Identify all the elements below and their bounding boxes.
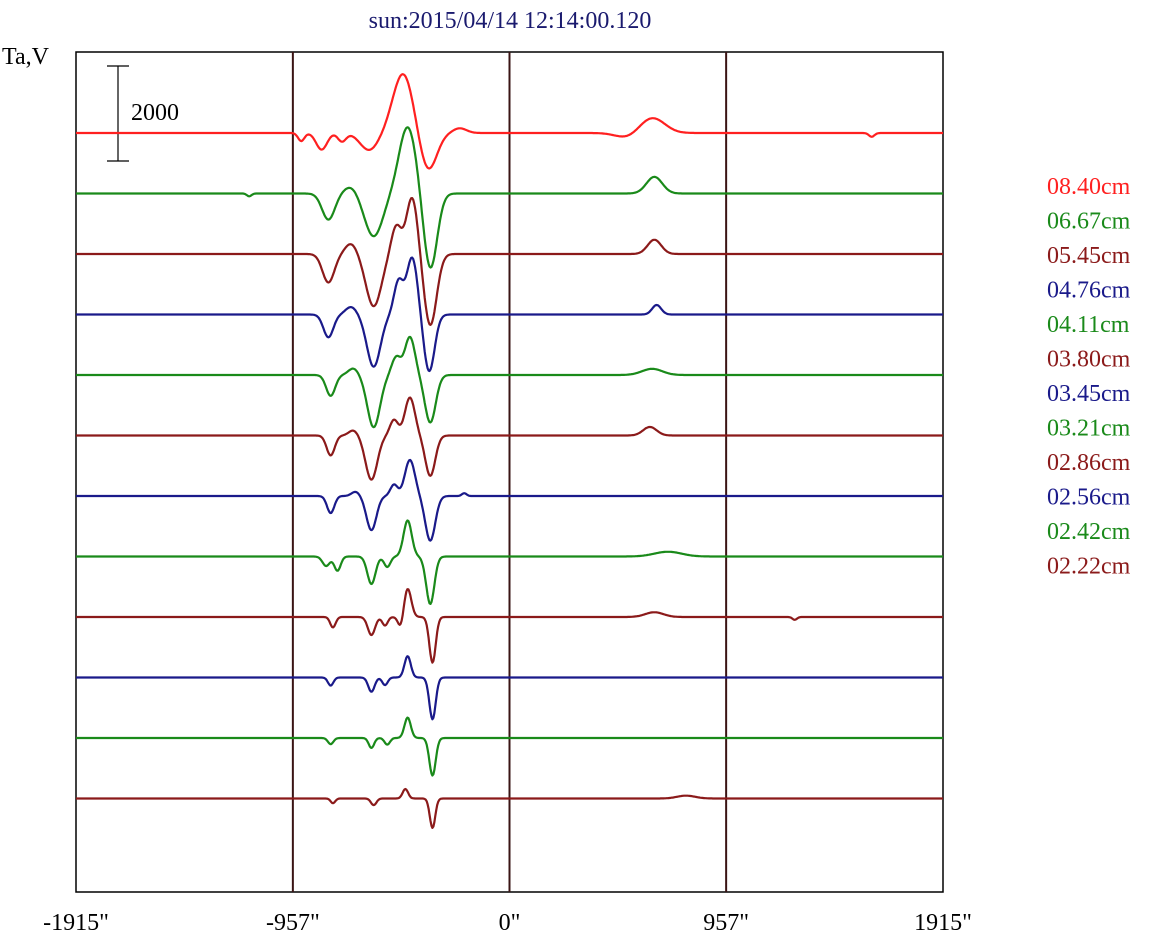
legend-entry-03.80cm: 03.80cm xyxy=(1047,347,1131,373)
x-tick-label-4: 1915" xyxy=(914,910,972,936)
y-axis-label: Ta,V xyxy=(2,44,50,70)
legend-entry-04.11cm: 04.11cm xyxy=(1047,312,1130,338)
chart-title: sun:2015/04/14 12:14:00.120 xyxy=(369,8,652,34)
legend-entry-02.86cm: 02.86cm xyxy=(1047,450,1131,476)
legend-entry-05.45cm: 05.45cm xyxy=(1047,243,1131,269)
scale-bar: 2000 xyxy=(107,65,179,162)
trace-08.40cm xyxy=(75,73,944,170)
trace-03.45cm xyxy=(75,458,944,542)
x-tick-label-1: -957" xyxy=(266,910,320,936)
trace-04.11cm xyxy=(75,335,944,429)
trace-02.22cm xyxy=(75,787,944,829)
vertical-reference-lines xyxy=(291,52,728,892)
trace-03.21cm xyxy=(75,519,944,605)
traces xyxy=(75,73,944,829)
legend-entry-02.22cm: 02.22cm xyxy=(1047,554,1131,580)
legend-entry-08.40cm: 08.40cm xyxy=(1047,174,1131,200)
legend-entry-02.56cm: 02.56cm xyxy=(1047,485,1131,511)
legend-entry-03.45cm: 03.45cm xyxy=(1047,381,1131,407)
legend-entry-06.67cm: 06.67cm xyxy=(1047,209,1131,235)
trace-02.86cm xyxy=(75,588,944,664)
trace-05.45cm xyxy=(75,197,944,326)
trace-02.42cm xyxy=(75,716,944,777)
trace-04.76cm xyxy=(75,256,944,373)
x-tick-label-3: 957" xyxy=(703,910,749,936)
legend-entry-04.76cm: 04.76cm xyxy=(1047,278,1131,304)
legend-entry-03.21cm: 03.21cm xyxy=(1047,416,1131,442)
trace-03.80cm xyxy=(75,396,944,481)
legend-entry-02.42cm: 02.42cm xyxy=(1047,519,1131,545)
x-tick-label-2: 0" xyxy=(499,910,521,936)
scale-bar-label: 2000 xyxy=(131,100,179,126)
x-tick-label-0: -1915" xyxy=(43,910,109,936)
legend: 08.40cm 06.67cm 05.45cm 04.76cm 04.11cm 03.80… xyxy=(1047,174,1131,580)
trace-02.56cm xyxy=(75,655,944,721)
x-tick-labels: -1915" -957" 0" 957" 1915" xyxy=(43,910,972,936)
trace-06.67cm xyxy=(75,126,944,269)
